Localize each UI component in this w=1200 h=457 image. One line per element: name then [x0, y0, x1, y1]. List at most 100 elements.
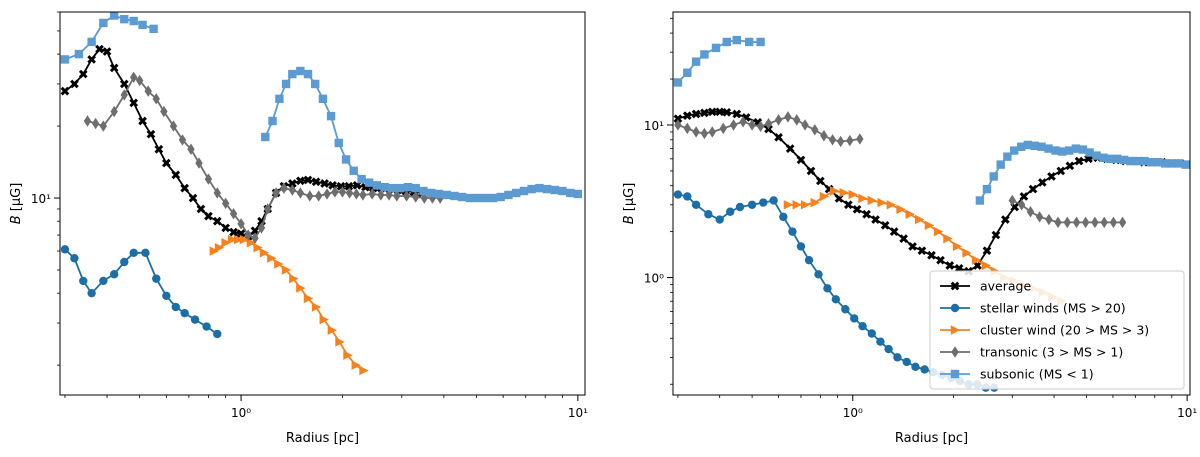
data-point: [1074, 156, 1084, 166]
x-marker-stroke: [1074, 156, 1084, 166]
x-marker-stroke: [852, 204, 862, 214]
data-point: [87, 288, 96, 298]
data-point: [246, 238, 257, 248]
data-point: [303, 175, 313, 185]
data-point: [213, 329, 222, 339]
data-point: [886, 200, 897, 210]
data-point: [144, 85, 152, 97]
x-marker-stroke: [102, 47, 112, 56]
data-point: [377, 189, 385, 201]
data-point: [311, 177, 321, 187]
data-point: [195, 157, 203, 169]
data-point: [876, 337, 885, 346]
data-point: [877, 197, 887, 208]
data-point: [344, 181, 354, 191]
data-point: [527, 184, 536, 194]
data-point: [79, 276, 88, 286]
data-point: [673, 190, 683, 199]
data-point: [310, 79, 320, 89]
data-point: [1065, 146, 1074, 155]
data-point: [982, 184, 992, 194]
legend-item-stellar-winds-ms-20: stellar winds (MS > 20): [940, 301, 1126, 316]
legend-label: stellar winds (MS > 20): [980, 301, 1126, 316]
data-point: [700, 50, 709, 59]
x-marker-stroke: [328, 181, 337, 190]
data-point: [411, 183, 420, 193]
data-point: [911, 362, 920, 372]
data-point: [920, 365, 929, 374]
legend-label: cluster wind (20 > MS > 3): [980, 323, 1149, 338]
x-marker-stroke: [880, 220, 890, 230]
data-point: [442, 190, 451, 200]
data-point: [722, 37, 731, 47]
data-point: [212, 216, 222, 226]
legend-marker: [950, 281, 960, 291]
data-point: [519, 186, 529, 196]
data-point: [326, 111, 336, 121]
data-point: [732, 109, 742, 119]
data-point: [819, 191, 830, 202]
y-axis-label: B [μG]: [9, 183, 24, 225]
y-axis-label-symbol: B: [622, 215, 637, 224]
data-point: [169, 120, 178, 132]
data-point: [769, 196, 778, 205]
data-point: [251, 232, 259, 244]
data-point: [274, 259, 284, 269]
data-point: [70, 79, 79, 89]
series-transonic-3-ms-1: [83, 71, 444, 244]
data-point: [1109, 216, 1118, 229]
data-point: [707, 107, 717, 117]
data-point: [202, 322, 211, 331]
data-point: [1038, 178, 1047, 187]
data-point: [715, 107, 725, 117]
data-point: [801, 119, 809, 131]
data-point: [889, 227, 899, 236]
data-point: [981, 260, 992, 271]
data-point: [1037, 142, 1046, 151]
data-point: [682, 111, 692, 121]
axes-frame: [59, 11, 586, 396]
x-marker-stroke: [1038, 178, 1047, 187]
data-point: [335, 337, 345, 347]
data-point: [1126, 156, 1136, 166]
data-point: [160, 105, 168, 118]
data-point: [884, 344, 893, 354]
data-point: [345, 187, 354, 199]
data-point: [1106, 154, 1115, 164]
data-point: [1181, 160, 1190, 169]
data-point: [792, 200, 802, 210]
data-point: [154, 144, 164, 154]
data-point: [488, 193, 498, 203]
data-point: [735, 202, 745, 212]
data-point: [820, 130, 828, 142]
data-point: [250, 226, 260, 236]
data-point: [257, 222, 266, 234]
data-point: [331, 186, 339, 198]
data-point: [130, 71, 138, 83]
plot-area: [673, 35, 1190, 392]
data-point: [1054, 216, 1062, 229]
x-marker-stroke: [899, 234, 909, 243]
data-point: [691, 109, 701, 119]
data-point: [711, 43, 721, 53]
x-axis-label: Radius [pc]: [286, 431, 359, 446]
series-transonic-3-ms-1: [674, 111, 1127, 229]
x-tick-label: 10¹: [1177, 406, 1197, 420]
data-point: [343, 350, 353, 360]
data-point: [1044, 144, 1053, 153]
data-point: [83, 115, 92, 127]
data-point: [1085, 148, 1094, 157]
data-point: [726, 207, 735, 216]
data-point: [1167, 159, 1177, 168]
data-point: [60, 55, 70, 64]
data-point: [1154, 158, 1163, 167]
data-point: [288, 184, 297, 196]
x-marker-stroke: [236, 229, 246, 238]
data-point: [135, 74, 144, 87]
data-point: [511, 188, 521, 198]
data-point: [850, 314, 859, 323]
legend-item-transonic-3-ms-1: transonic (3 > MS > 1): [940, 345, 1123, 360]
data-point: [318, 94, 328, 104]
data-point: [99, 120, 108, 132]
data-point: [229, 227, 238, 237]
